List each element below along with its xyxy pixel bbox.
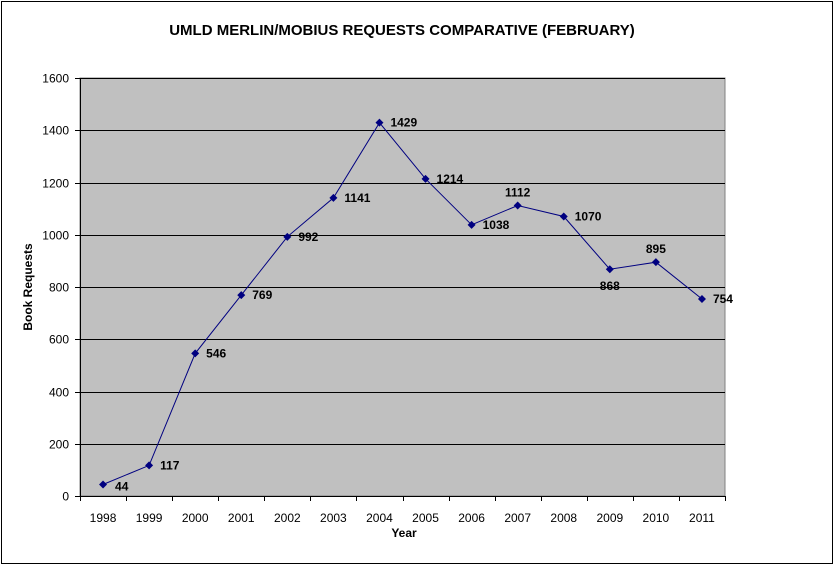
y-tick-label: 1600 — [42, 72, 69, 86]
x-tick-label: 2002 — [274, 511, 301, 525]
data-point — [99, 480, 108, 489]
data-label: 1070 — [575, 209, 602, 223]
x-tick-label: 2008 — [550, 511, 577, 525]
y-tick-label: 1200 — [42, 177, 69, 191]
data-point — [559, 212, 568, 221]
x-tick-label: 2007 — [504, 511, 531, 525]
y-tick-label: 1400 — [42, 124, 69, 138]
data-point — [651, 258, 660, 267]
x-tick-label: 2005 — [412, 511, 439, 525]
data-point — [329, 193, 338, 202]
y-axis-title: Book Requests — [21, 243, 35, 331]
data-point — [421, 174, 430, 183]
data-point — [605, 265, 614, 274]
y-tick-label: 800 — [49, 281, 69, 295]
series-line — [102, 121, 703, 485]
x-tick-label: 1998 — [90, 511, 117, 525]
data-point — [467, 220, 476, 229]
x-axis-title: Year — [391, 526, 417, 540]
x-tick-label: 2010 — [643, 511, 670, 525]
chart-title: UMLD MERLIN/MOBIUS REQUESTS COMPARATIVE … — [169, 22, 635, 39]
y-tick-label: 400 — [49, 386, 69, 400]
data-label: 1038 — [483, 218, 510, 232]
data-point — [375, 118, 384, 127]
data-label: 117 — [160, 458, 180, 472]
y-tick-label: 1000 — [42, 229, 69, 243]
y-tick-label: 0 — [62, 490, 69, 504]
data-label: 895 — [646, 242, 666, 256]
data-point — [191, 349, 200, 358]
data-point — [283, 232, 292, 241]
x-tick-label: 1999 — [136, 511, 163, 525]
x-tick-label: 2000 — [182, 511, 209, 525]
data-labels: 44 117 546 769 992 1141 1429 1214 1038 1112 1070 86… — [115, 116, 733, 494]
x-tick-label: 2001 — [228, 511, 255, 525]
data-point — [145, 461, 154, 470]
data-label: 546 — [206, 346, 226, 360]
data-label: 1214 — [437, 172, 464, 186]
x-tick-label: 2003 — [320, 511, 347, 525]
data-label: 1141 — [344, 191, 370, 205]
data-label: 992 — [298, 230, 318, 244]
data-label: 44 — [115, 480, 129, 494]
data-point — [697, 295, 706, 304]
data-label: 754 — [713, 292, 733, 306]
y-tick-label: 600 — [49, 333, 69, 347]
data-point — [513, 201, 522, 210]
x-tick-label: 2006 — [458, 511, 485, 525]
y-tick-label: 200 — [49, 438, 69, 452]
data-label: 1429 — [390, 116, 417, 130]
gridlines — [80, 78, 725, 445]
x-tick-label: 2009 — [596, 511, 623, 525]
data-label: 1112 — [505, 185, 531, 199]
data-label: 769 — [252, 288, 272, 302]
axes: 0 200 400 600 800 1000 1200 1400 1600 1998 1999 200… — [42, 72, 726, 525]
data-point — [237, 291, 246, 300]
x-tick-label: 2004 — [366, 511, 393, 525]
x-tick-label: 2011 — [689, 511, 715, 525]
data-label: 868 — [600, 279, 620, 293]
series-layer — [99, 118, 706, 489]
